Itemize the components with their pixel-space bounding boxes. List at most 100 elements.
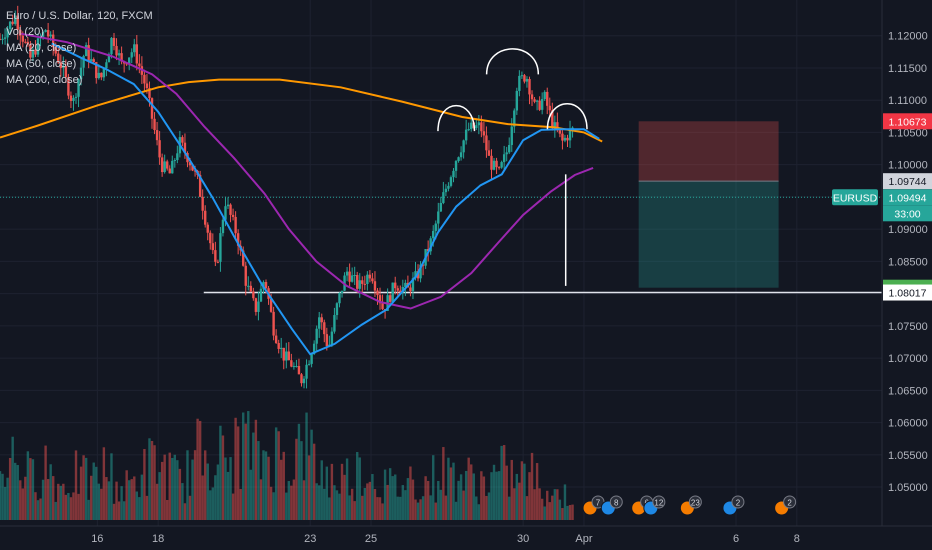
volume-bar [538,488,541,520]
candle-body [323,322,326,335]
volume-bar [219,425,222,520]
volume-bar [411,479,415,520]
volume-bar [117,501,121,520]
legend-ma50[interactable]: MA (50, close) [6,58,77,70]
volume-bar [130,479,133,520]
symbol-title[interactable]: Euro / U.S. Dollar, 120, FXCM [6,10,153,22]
volume-bar [34,492,37,520]
candle-body [546,91,549,106]
candle-body [538,100,541,110]
ma50-line [21,32,594,310]
candle-body [482,131,486,136]
candle-body [0,38,2,40]
pattern-arc [437,105,476,132]
volume-bar [348,495,351,520]
candle-body [563,137,567,141]
volume-bar [424,476,427,520]
candle-body [295,366,298,368]
economic-event-icons[interactable]: 786122322 [582,495,797,516]
candle-body [421,264,425,266]
volume-bar [297,423,301,520]
candle-body [396,288,399,291]
volume-bar [140,474,144,520]
candle-body [64,66,68,78]
candle-body [535,100,539,102]
candle-body [470,122,473,130]
event-count-badge [783,495,797,509]
legend-vol[interactable]: Vol (20) [6,26,44,38]
volume-bar [409,466,412,520]
volume-bar [523,463,526,520]
volume-bar [274,427,278,520]
short-position-tool[interactable] [0,121,882,294]
candle-body [457,157,460,162]
candle-body [497,167,501,169]
candle-body [366,274,369,284]
candle-body [566,137,569,141]
candle-body [264,281,268,289]
legend-ma200[interactable]: MA (200, close) [6,74,83,86]
volume-bar [530,452,534,520]
volume-bar [318,485,321,520]
candle-body [320,317,323,323]
volume-bar [315,483,318,520]
volume-bar [135,491,139,520]
volume-bar [497,471,501,520]
candle-body [325,334,329,347]
candle-body [100,72,103,78]
candle-body [6,28,9,38]
volume-bar [196,418,199,520]
candle-body [533,99,536,102]
volume-bar [46,479,50,520]
volume-bar [485,495,488,520]
volume-bar [3,486,7,520]
candle-body [429,238,432,252]
candle-body [1,38,4,40]
time-axis[interactable]: 16 18 23 25 30 Apr 6 8 [0,525,932,550]
candle-body [356,275,359,289]
candle-body [315,328,318,344]
volume-bar [505,465,508,520]
volume-bar [19,480,22,520]
volume-bar [112,503,116,520]
candle-body [211,243,215,251]
event-count-text: 7 [596,499,601,508]
candle-body [97,72,101,79]
candle-body [21,35,25,42]
volume-bar [502,445,506,520]
event-count-badge [688,495,702,509]
volume-bar [120,486,123,520]
volume-bar [287,481,291,520]
volume-bar [540,498,544,520]
volume-bar [209,490,212,520]
candle-body [305,364,308,379]
candle-body [191,165,194,171]
volume-bar [363,487,367,520]
price-axis[interactable]: 1.120001.115001.110001.105001.100001.095… [881,0,932,550]
candle-body [540,99,544,110]
volume-bar [105,477,108,520]
volume-bar [198,420,202,520]
candle-body [24,41,27,43]
candle-body [84,45,88,57]
volume-bar [125,470,128,520]
volume-bar [358,457,361,520]
candle-body [67,77,70,96]
candle-body [168,168,171,174]
legend-ma20[interactable]: MA (20, close) [6,42,77,54]
volume-bar [186,450,189,520]
candle-body [409,287,412,292]
candle-body [254,298,258,312]
price-axis-bg [882,0,932,550]
volume-bar [350,488,354,520]
volume-bar [333,485,336,520]
candle-body [333,315,336,332]
candle-body [551,110,554,128]
volume-bar [239,488,242,520]
volume-bar [49,464,52,520]
volume-bar [388,468,392,520]
candle-body [87,45,90,61]
candle-body [378,295,382,304]
candle-body [553,122,557,128]
